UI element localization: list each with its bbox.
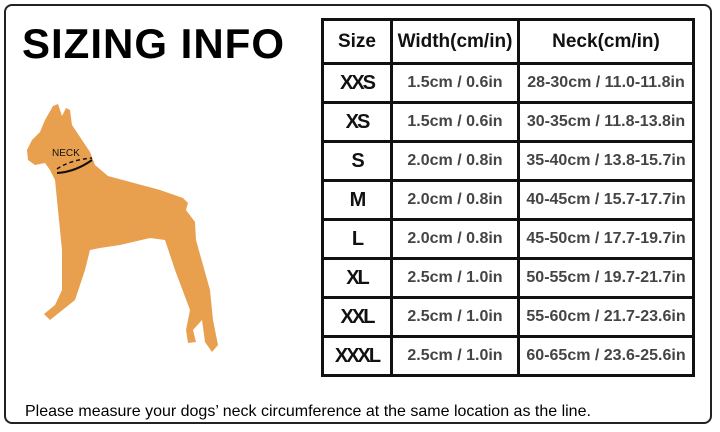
cell-size: L — [321, 218, 393, 260]
page-title: SIZING INFO — [22, 20, 285, 67]
neck-line-dashed — [56, 157, 93, 170]
cell-size: XS — [321, 101, 393, 143]
cell-neck: 30-35cm / 11.8-13.8in — [517, 101, 695, 143]
cell-width: 1.5cm / 0.6in — [390, 101, 520, 143]
table-header-row: Size Width(cm/in) Neck(cm/in) — [321, 18, 695, 65]
cell-size: XXXL — [321, 335, 393, 377]
dog-silhouette-illustration: NECK — [27, 104, 218, 352]
cell-neck: 35-40cm / 13.8-15.7in — [517, 140, 695, 182]
cell-size: XL — [321, 257, 393, 299]
table-row: XXS 1.5cm / 0.6in 28-30cm / 11.0-11.8in — [321, 62, 695, 104]
cell-neck: 40-45cm / 15.7-17.7in — [517, 179, 695, 221]
neck-line — [56, 159, 93, 174]
cell-width: 2.5cm / 1.0in — [390, 257, 520, 299]
cell-size: XXS — [321, 62, 393, 104]
cell-width: 1.5cm / 0.6in — [390, 62, 520, 104]
cell-neck: 45-50cm / 17.7-19.7in — [517, 218, 695, 260]
measure-note: Please measure your dogs’ neck circumfer… — [25, 403, 591, 420]
header-size: Size — [321, 18, 393, 65]
table-row: XXXL 2.5cm / 1.0in 60-65cm / 23.6-25.6in — [321, 335, 695, 377]
cell-neck: 28-30cm / 11.0-11.8in — [517, 62, 695, 104]
cell-neck: 60-65cm / 23.6-25.6in — [517, 335, 695, 377]
cell-size: M — [321, 179, 393, 221]
table-row: L 2.0cm / 0.8in 45-50cm / 17.7-19.7in — [321, 218, 695, 260]
cell-width: 2.0cm / 0.8in — [390, 218, 520, 260]
cell-width: 2.0cm / 0.8in — [390, 179, 520, 221]
frame-border — [4, 4, 712, 424]
cell-width: 2.5cm / 1.0in — [390, 335, 520, 377]
header-neck: Neck(cm/in) — [517, 18, 695, 65]
cell-width: 2.5cm / 1.0in — [390, 296, 520, 338]
table-row: M 2.0cm / 0.8in 40-45cm / 15.7-17.7in — [321, 179, 695, 221]
table-row: XXL 2.5cm / 1.0in 55-60cm / 21.7-23.6in — [321, 296, 695, 338]
neck-label: NECK — [52, 148, 80, 159]
dog-body — [27, 104, 218, 352]
table-row: XS 1.5cm / 0.6in 30-35cm / 11.8-13.8in — [321, 101, 695, 143]
cell-size: XXL — [321, 296, 393, 338]
size-table: Size Width(cm/in) Neck(cm/in) XXS 1.5cm /… — [321, 18, 695, 377]
cell-neck: 50-55cm / 19.7-21.7in — [517, 257, 695, 299]
table-row: XL 2.5cm / 1.0in 50-55cm / 19.7-21.7in — [321, 257, 695, 299]
header-width: Width(cm/in) — [390, 18, 520, 65]
table-row: S 2.0cm / 0.8in 35-40cm / 13.8-15.7in — [321, 140, 695, 182]
cell-size: S — [321, 140, 393, 182]
cell-width: 2.0cm / 0.8in — [390, 140, 520, 182]
cell-neck: 55-60cm / 21.7-23.6in — [517, 296, 695, 338]
